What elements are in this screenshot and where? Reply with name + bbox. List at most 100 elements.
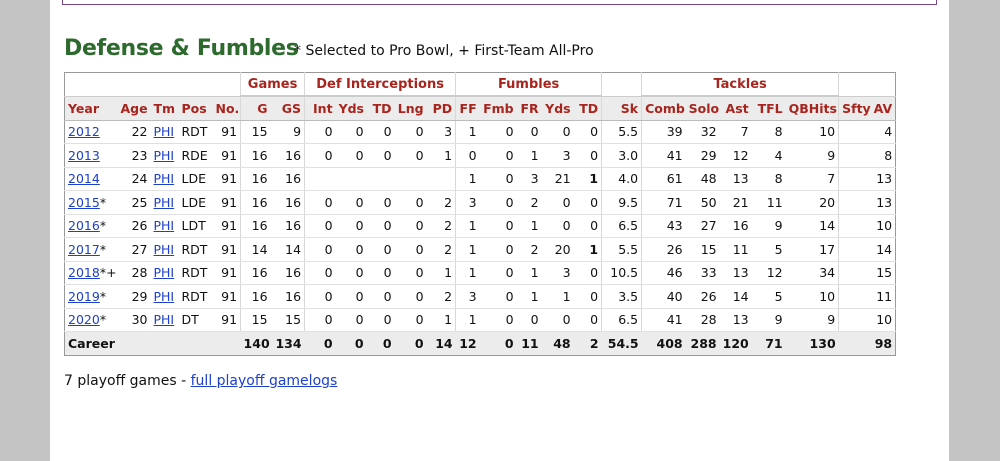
comb-cell: 41 xyxy=(641,308,686,332)
career-sfty-cell xyxy=(838,331,871,356)
ff-cell: 1 xyxy=(455,120,480,144)
playoff-summary: 7 playoff games - full playoff gamelogs xyxy=(64,373,337,389)
year-link[interactable]: 2014 xyxy=(68,171,100,187)
iyds-cell: 0 xyxy=(335,143,367,168)
team-link[interactable]: PHI xyxy=(153,194,175,210)
year-cell: 2019* xyxy=(64,284,118,309)
career-solo-cell: 288 xyxy=(685,331,720,356)
column-header-yds-15[interactable]: Yds xyxy=(541,96,574,121)
column-header-sk-17[interactable]: Sk xyxy=(601,96,643,121)
ff-cell: 1 xyxy=(455,237,480,262)
playoff-text: 7 playoff games - xyxy=(64,373,191,389)
column-header-fr-14[interactable]: FR xyxy=(516,96,542,121)
column-header-age-1[interactable]: Age xyxy=(117,96,151,121)
itd-cell: 0 xyxy=(366,308,395,332)
career-fyds-cell: 48 xyxy=(541,331,574,356)
team-link[interactable]: PHI xyxy=(153,265,175,281)
career-av-cell: 98 xyxy=(870,331,896,356)
qbhits-cell: 9 xyxy=(785,308,840,332)
team-link[interactable]: PHI xyxy=(153,241,175,257)
ff-cell: 3 xyxy=(455,190,480,215)
column-header-tfl-21[interactable]: TFL xyxy=(751,96,786,121)
year-cell: 2016* xyxy=(64,214,118,238)
column-header-tm-2[interactable]: Tm xyxy=(150,96,179,121)
tfl-cell: 9 xyxy=(751,308,786,332)
fmb-cell: 0 xyxy=(479,143,517,168)
column-header-sfty-23[interactable]: Sfty xyxy=(838,96,871,121)
tm-cell: PHI xyxy=(150,143,179,168)
column-header-yds-8[interactable]: Yds xyxy=(335,96,367,121)
age-cell: 25 xyxy=(117,190,151,215)
year-link[interactable]: 2012 xyxy=(68,124,100,140)
fyds-cell: 0 xyxy=(541,120,574,144)
ftd-cell: 0 xyxy=(573,143,603,168)
fmb-cell: 0 xyxy=(479,190,517,215)
sfty-cell xyxy=(838,308,871,332)
fr-cell: 1 xyxy=(516,261,542,285)
solo-cell: 32 xyxy=(685,120,720,144)
gs-cell: 15 xyxy=(270,308,306,332)
column-header-pd-11[interactable]: PD xyxy=(426,96,457,121)
lng-cell: 0 xyxy=(394,120,427,144)
lng-cell xyxy=(394,167,427,191)
year-link[interactable]: 2015 xyxy=(68,194,100,210)
comb-cell: 71 xyxy=(641,190,686,215)
career-gs-cell: 134 xyxy=(270,331,305,356)
int-cell: 0 xyxy=(304,190,336,215)
qbhits-cell: 10 xyxy=(785,284,840,309)
team-link[interactable]: PHI xyxy=(153,171,175,187)
column-header-year-0[interactable]: Year xyxy=(64,96,118,121)
column-header-g-5[interactable]: G xyxy=(240,96,271,121)
no-cell: 91 xyxy=(212,308,242,332)
pos-cell: RDE xyxy=(178,143,213,168)
ff-cell: 1 xyxy=(455,261,480,285)
column-header-solo-19[interactable]: Solo xyxy=(685,96,720,121)
table-row: 2015* 25 PHI LDE 91 16 16 0 0 0 0 2 3 0 2 0 0 9.5 71 50 21 11… xyxy=(64,190,896,215)
team-link[interactable]: PHI xyxy=(153,288,175,304)
column-header-ast-20[interactable]: Ast xyxy=(719,96,752,121)
sk-cell: 6.5 xyxy=(601,308,643,332)
column-header-pos-3[interactable]: Pos xyxy=(178,96,213,121)
team-link[interactable]: PHI xyxy=(153,218,175,234)
year-link[interactable]: 2020 xyxy=(68,312,100,328)
column-header-comb-18[interactable]: Comb xyxy=(641,96,686,121)
ast-cell: 13 xyxy=(719,261,752,285)
career-int-cell: 0 xyxy=(304,331,336,356)
column-header-int-7[interactable]: Int xyxy=(304,96,336,121)
av-cell: 4 xyxy=(870,120,896,144)
column-header-td-16[interactable]: TD xyxy=(573,96,603,121)
iyds-cell: 0 xyxy=(335,214,367,238)
table-row: 2017* 27 PHI RDT 91 14 14 0 0 0 0 2 1 0 2 20 1 5.5 26 15 11 5… xyxy=(64,237,896,262)
team-link[interactable]: PHI xyxy=(153,124,175,140)
column-header-lng-10[interactable]: Lng xyxy=(394,96,427,121)
year-link[interactable]: 2018 xyxy=(68,265,100,281)
av-cell: 11 xyxy=(870,284,896,309)
sfty-cell xyxy=(838,143,871,168)
column-header-ff-12[interactable]: FF xyxy=(455,96,480,121)
ast-cell: 11 xyxy=(719,237,752,262)
column-header-fmb-13[interactable]: Fmb xyxy=(479,96,517,121)
career-iyds-cell: 0 xyxy=(335,331,367,356)
column-header-no-4[interactable]: No. xyxy=(212,96,242,121)
team-link[interactable]: PHI xyxy=(153,312,175,328)
qbhits-cell: 9 xyxy=(785,143,840,168)
team-link[interactable]: PHI xyxy=(153,147,175,163)
column-header-qbhits-22[interactable]: QBHits xyxy=(785,96,840,121)
fmb-cell: 0 xyxy=(479,120,517,144)
year-link[interactable]: 2013 xyxy=(68,147,100,163)
year-link[interactable]: 2016 xyxy=(68,218,100,234)
ftd-cell: 0 xyxy=(573,261,603,285)
year-link[interactable]: 2017 xyxy=(68,241,100,257)
column-header-av-24[interactable]: AV xyxy=(870,96,896,121)
year-link[interactable]: 2019 xyxy=(68,288,100,304)
fr-cell: 1 xyxy=(516,214,542,238)
ftd-cell: 0 xyxy=(573,190,603,215)
ftd-cell: 0 xyxy=(573,120,603,144)
group-header-blank xyxy=(64,72,242,97)
column-header-td-9[interactable]: TD xyxy=(366,96,395,121)
ftd-cell: 1 xyxy=(573,167,603,191)
pos-cell: RDT xyxy=(178,237,213,262)
career-ftd-cell: 2 xyxy=(573,331,602,356)
playoff-gamelogs-link[interactable]: full playoff gamelogs xyxy=(190,373,338,389)
column-header-gs-6[interactable]: GS xyxy=(270,96,306,121)
